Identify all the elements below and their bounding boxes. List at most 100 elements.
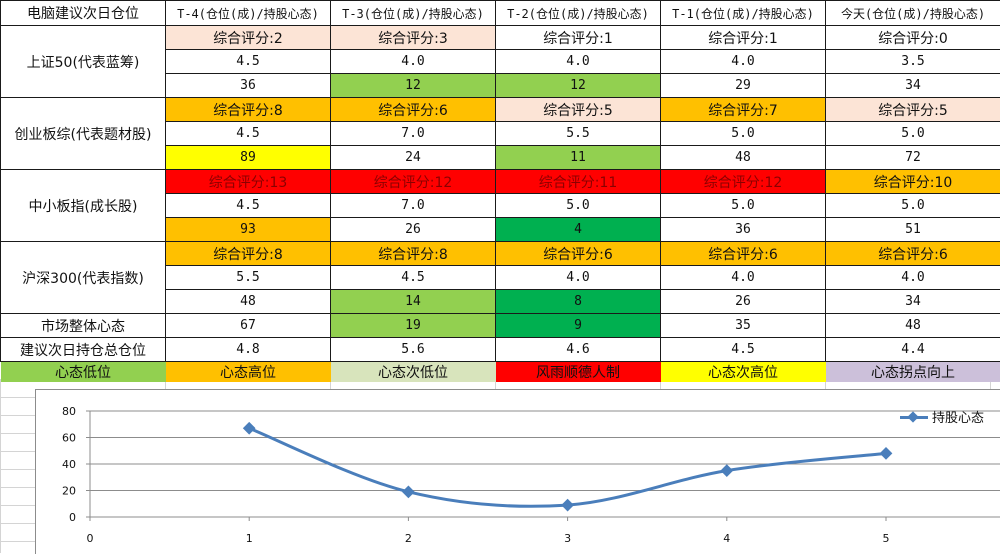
- column-header[interactable]: T-1(仓位(成)/持股心态): [661, 1, 826, 26]
- position-cell[interactable]: 5.5: [166, 266, 331, 290]
- index-label: 上证50(代表蓝筹): [1, 26, 166, 98]
- mentality-cell[interactable]: 72: [826, 146, 1000, 170]
- market-mentality-cell[interactable]: 67: [166, 314, 331, 338]
- position-cell[interactable]: 4.0: [661, 266, 826, 290]
- mentality-cell[interactable]: 48: [166, 290, 331, 314]
- series-line: [249, 428, 886, 506]
- mentality-cell[interactable]: 29: [661, 74, 826, 98]
- score-cell[interactable]: 综合评分:6: [496, 242, 661, 266]
- diamond-marker-icon[interactable]: [561, 499, 574, 512]
- diamond-marker-icon[interactable]: [243, 422, 256, 435]
- total-position-cell[interactable]: 4.4: [826, 338, 1000, 362]
- mentality-cell[interactable]: 11: [496, 146, 661, 170]
- legend-cell[interactable]: 心态次低位: [331, 362, 496, 383]
- score-cell[interactable]: 综合评分:11: [496, 170, 661, 194]
- mentality-cell[interactable]: 34: [826, 74, 1000, 98]
- position-cell[interactable]: 5.0: [661, 194, 826, 218]
- position-cell[interactable]: 4.5: [166, 194, 331, 218]
- mentality-cell[interactable]: 24: [331, 146, 496, 170]
- position-cell[interactable]: 5.0: [826, 194, 1000, 218]
- column-header[interactable]: 今天(仓位(成)/持股心态): [826, 1, 1000, 26]
- mentality-cell[interactable]: 51: [826, 218, 1000, 242]
- position-cell[interactable]: 5.5: [496, 122, 661, 146]
- score-cell[interactable]: 综合评分:5: [826, 98, 1000, 122]
- mentality-cell[interactable]: 14: [331, 290, 496, 314]
- total-position-cell[interactable]: 4.5: [661, 338, 826, 362]
- score-cell[interactable]: 综合评分:8: [166, 98, 331, 122]
- mentality-cell[interactable]: 12: [331, 74, 496, 98]
- position-cell[interactable]: 5.0: [826, 122, 1000, 146]
- mentality-cell[interactable]: 36: [661, 218, 826, 242]
- score-cell[interactable]: 综合评分:6: [331, 98, 496, 122]
- mentality-cell[interactable]: 4: [496, 218, 661, 242]
- market-mentality-cell[interactable]: 35: [661, 314, 826, 338]
- score-cell[interactable]: 综合评分:7: [661, 98, 826, 122]
- position-cell[interactable]: 7.0: [331, 122, 496, 146]
- score-cell[interactable]: 综合评分:2: [166, 26, 331, 50]
- score-cell[interactable]: 综合评分:12: [331, 170, 496, 194]
- score-cell[interactable]: 综合评分:0: [826, 26, 1000, 50]
- mentality-cell[interactable]: 36: [166, 74, 331, 98]
- position-cell[interactable]: 4.0: [826, 266, 1000, 290]
- corner-header: 电脑建议次日仓位: [1, 1, 166, 26]
- diamond-marker-icon[interactable]: [402, 485, 415, 498]
- score-cell[interactable]: 综合评分:8: [331, 242, 496, 266]
- score-cell[interactable]: 综合评分:1: [661, 26, 826, 50]
- position-cell[interactable]: 5.0: [661, 122, 826, 146]
- score-cell[interactable]: 综合评分:3: [331, 26, 496, 50]
- score-cell[interactable]: 综合评分:12: [661, 170, 826, 194]
- mentality-cell[interactable]: 34: [826, 290, 1000, 314]
- mentality-cell[interactable]: 93: [166, 218, 331, 242]
- y-tick-label: 40: [62, 458, 76, 471]
- market-mentality-cell[interactable]: 48: [826, 314, 1000, 338]
- position-cell[interactable]: 4.0: [496, 50, 661, 74]
- diamond-marker-icon[interactable]: [720, 464, 733, 477]
- mentality-cell[interactable]: 26: [331, 218, 496, 242]
- mentality-cell[interactable]: 48: [661, 146, 826, 170]
- column-header[interactable]: T-4(仓位(成)/持股心态): [166, 1, 331, 26]
- column-header[interactable]: T-2(仓位(成)/持股心态): [496, 1, 661, 26]
- legend-cell[interactable]: 心态高位: [166, 362, 331, 383]
- total-position-cell[interactable]: 5.6: [331, 338, 496, 362]
- total-position-label: 建议次日持仓总仓位: [1, 338, 166, 362]
- market-mentality-cell[interactable]: 9: [496, 314, 661, 338]
- position-cell[interactable]: 7.0: [331, 194, 496, 218]
- market-mentality-cell[interactable]: 19: [331, 314, 496, 338]
- index-label: 创业板综(代表题材股): [1, 98, 166, 170]
- mentality-cell[interactable]: 12: [496, 74, 661, 98]
- legend-cell[interactable]: 心态低位: [1, 362, 166, 383]
- position-cell[interactable]: 4.0: [661, 50, 826, 74]
- total-position-cell[interactable]: 4.6: [496, 338, 661, 362]
- score-cell[interactable]: 综合评分:10: [826, 170, 1000, 194]
- column-header[interactable]: T-3(仓位(成)/持股心态): [331, 1, 496, 26]
- position-cell[interactable]: 4.0: [496, 266, 661, 290]
- position-cell[interactable]: 3.5: [826, 50, 1000, 74]
- score-cell[interactable]: 综合评分:13: [166, 170, 331, 194]
- position-cell[interactable]: 4.5: [166, 50, 331, 74]
- total-position-cell[interactable]: 4.8: [166, 338, 331, 362]
- mentality-cell[interactable]: 26: [661, 290, 826, 314]
- position-cell[interactable]: 5.0: [496, 194, 661, 218]
- score-cell[interactable]: 综合评分:8: [166, 242, 331, 266]
- mentality-cell[interactable]: 8: [496, 290, 661, 314]
- y-tick-label: 20: [62, 485, 76, 498]
- position-cell[interactable]: 4.0: [331, 50, 496, 74]
- score-cell[interactable]: 综合评分:6: [826, 242, 1000, 266]
- diamond-marker-icon[interactable]: [880, 447, 893, 460]
- legend-cell[interactable]: 心态拐点向上: [826, 362, 1000, 383]
- score-cell[interactable]: 综合评分:6: [661, 242, 826, 266]
- position-cell[interactable]: 4.5: [331, 266, 496, 290]
- score-cell[interactable]: 综合评分:1: [496, 26, 661, 50]
- score-cell[interactable]: 综合评分:5: [496, 98, 661, 122]
- legend-cell[interactable]: 心态次高位: [661, 362, 826, 383]
- position-cell[interactable]: 4.5: [166, 122, 331, 146]
- legend-cell[interactable]: 风雨顺德人制: [496, 362, 661, 383]
- mentality-cell[interactable]: 89: [166, 146, 331, 170]
